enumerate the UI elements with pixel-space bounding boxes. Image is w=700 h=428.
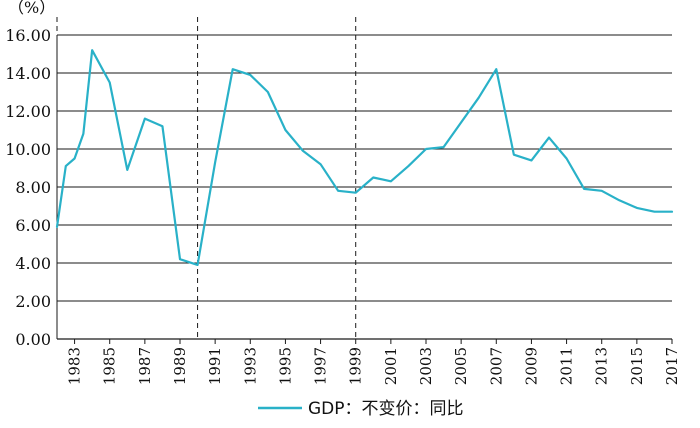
legend: GDP：不变价：同比 (258, 399, 464, 419)
x-tick-label: 2009 (522, 347, 540, 385)
x-tick-label: 2017 (663, 347, 681, 385)
y-axis-unit-label: （%） (8, 0, 55, 17)
y-tick-label: 6.00 (15, 216, 51, 235)
y-tick-labels: 0.00 2.00 4.00 6.00 8.00 10.00 12.00 14.00 16.00 (5, 26, 51, 349)
y-tick-label: 2.00 (15, 292, 51, 311)
grid-lines (57, 34, 672, 302)
x-tick-label: 2013 (593, 347, 611, 385)
x-tick-label: 1997 (312, 347, 330, 385)
y-tick-label: 14.00 (5, 64, 51, 83)
x-tick-label: 2001 (382, 347, 400, 385)
x-tick-label: 2015 (628, 347, 646, 385)
x-tick-label: 1999 (347, 347, 365, 385)
y-tick-label: 12.00 (5, 102, 51, 121)
series-line-0 (55, 49, 674, 266)
y-tick-label: 10.00 (5, 140, 51, 159)
x-tick-label: 1995 (276, 347, 294, 385)
x-tick-label: 1989 (171, 347, 189, 385)
x-tick-label: 1985 (101, 347, 119, 385)
x-tick-label: 1991 (206, 347, 224, 385)
x-tick-label: 1993 (241, 347, 259, 385)
x-tick-labels: 1983 1985 1987 1989 1991 1993 1995 1997 1999 2001… (66, 347, 681, 385)
dashed-divider-lines (56, 17, 357, 339)
y-tick-label: 4.00 (15, 254, 51, 273)
x-tick-label: 1983 (66, 347, 84, 385)
y-tick-label: 16.00 (5, 26, 51, 45)
axes (56, 35, 673, 344)
x-tick-label: 2011 (558, 347, 576, 385)
y-tick-label: 0.00 (15, 330, 51, 349)
x-tick-label: 1987 (136, 347, 154, 385)
legend-entry-label: GDP：不变价：同比 (308, 399, 464, 419)
x-tick-label: 2007 (487, 347, 505, 385)
x-tick-label: 2003 (417, 347, 435, 385)
series-lines (55, 49, 674, 266)
y-tick-label: 8.00 (15, 178, 51, 197)
x-tick-label: 2005 (452, 347, 470, 385)
